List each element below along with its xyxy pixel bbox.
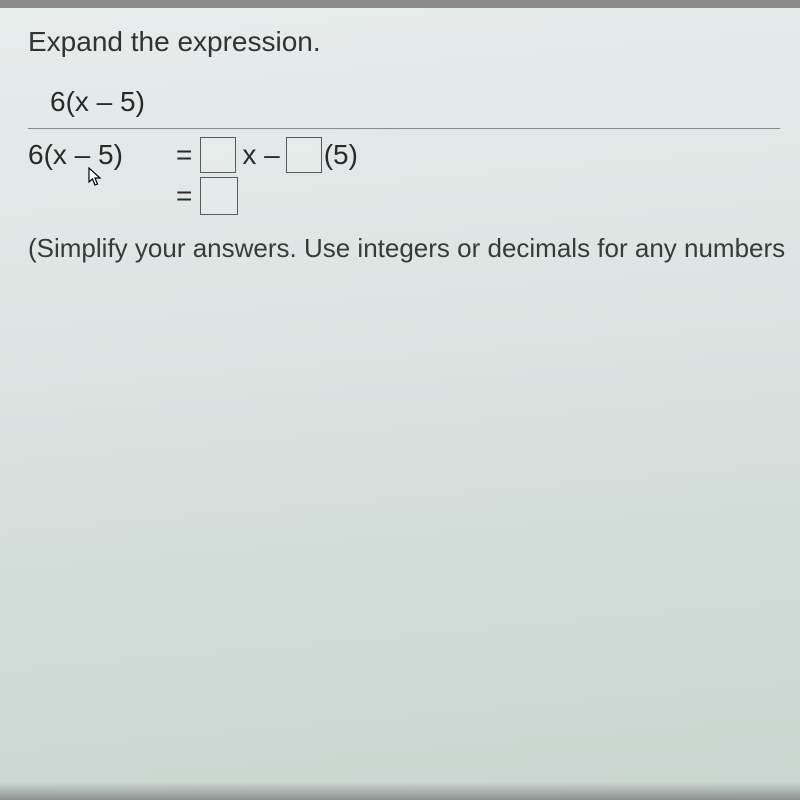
problem-content: Expand the expression. 6(x – 5) 6(x – 5 … [0, 8, 800, 264]
equals-sign-1: = [176, 139, 192, 171]
section-divider [28, 128, 780, 129]
equals-sign-2: = [176, 180, 192, 212]
given-expression: 6(x – 5) [50, 86, 800, 118]
cursor-icon [88, 167, 104, 189]
lhs-text-part1: 6(x – [28, 139, 98, 170]
hint-text: (Simplify your answers. Use integers or … [28, 233, 800, 264]
answer-box-2[interactable] [286, 137, 322, 173]
work-area: 6(x – 5 ) = x – (5) = [28, 137, 800, 215]
rhs-text-2: (5) [324, 139, 358, 171]
instruction-text: Expand the expression. [28, 26, 800, 58]
cursor-position: 5 [98, 139, 114, 171]
answer-box-1[interactable] [200, 137, 236, 173]
lhs-text-part2: ) [114, 139, 123, 170]
bottom-shadow [0, 782, 800, 800]
equation-lhs: 6(x – 5 ) [28, 139, 170, 171]
equation-line-2: = [170, 177, 800, 215]
answer-box-3[interactable] [200, 177, 238, 215]
window-top-bar [0, 0, 800, 8]
equation-line-1: 6(x – 5 ) = x – (5) [28, 137, 800, 173]
rhs-text-1: x – [242, 139, 279, 171]
